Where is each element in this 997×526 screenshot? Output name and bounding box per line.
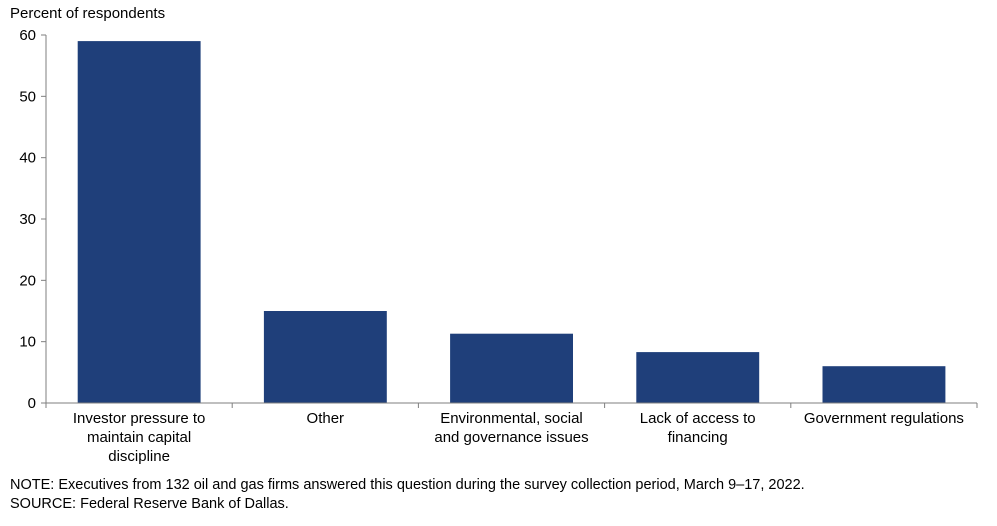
bar-2 <box>450 333 573 403</box>
bar-3 <box>636 352 760 403</box>
y-tick-label-4: 40 <box>19 150 36 167</box>
y-tick-label-2: 20 <box>19 272 36 289</box>
bar-4 <box>822 366 946 403</box>
x-axis: Investor pressure to maintain capital disc… <box>45 402 978 465</box>
y-tick-label-3: 30 <box>19 211 36 228</box>
x-category-label-2: Environmental, social and governance issu… <box>434 410 588 446</box>
bars-group <box>77 41 946 403</box>
y-tick-label-1: 10 <box>19 334 36 351</box>
x-category-label-0: Investor pressure to maintain capital disc… <box>73 410 206 465</box>
y-axis: 0 10 20 30 40 50 60 <box>19 27 47 412</box>
y-axis-title: Percent of respondents <box>10 5 165 22</box>
bar-0 <box>77 41 201 403</box>
y-tick-label-5: 50 <box>19 88 36 105</box>
note-text: NOTE: Executives from 132 oil and gas fi… <box>10 477 805 493</box>
x-category-label-1: Other <box>307 410 345 427</box>
source-text: SOURCE: Federal Reserve Bank of Dallas. <box>10 496 289 512</box>
x-category-label-3: Lack of access to financing <box>640 410 756 446</box>
y-tick-label-0: 0 <box>28 395 36 412</box>
bar-1 <box>263 311 387 403</box>
y-tick-label-6: 60 <box>19 27 36 44</box>
bar-chart: Percent of respondents 0 10 20 30 40 50 60 Inv… <box>10 5 978 465</box>
x-category-label-4: Government regulations <box>804 410 964 427</box>
